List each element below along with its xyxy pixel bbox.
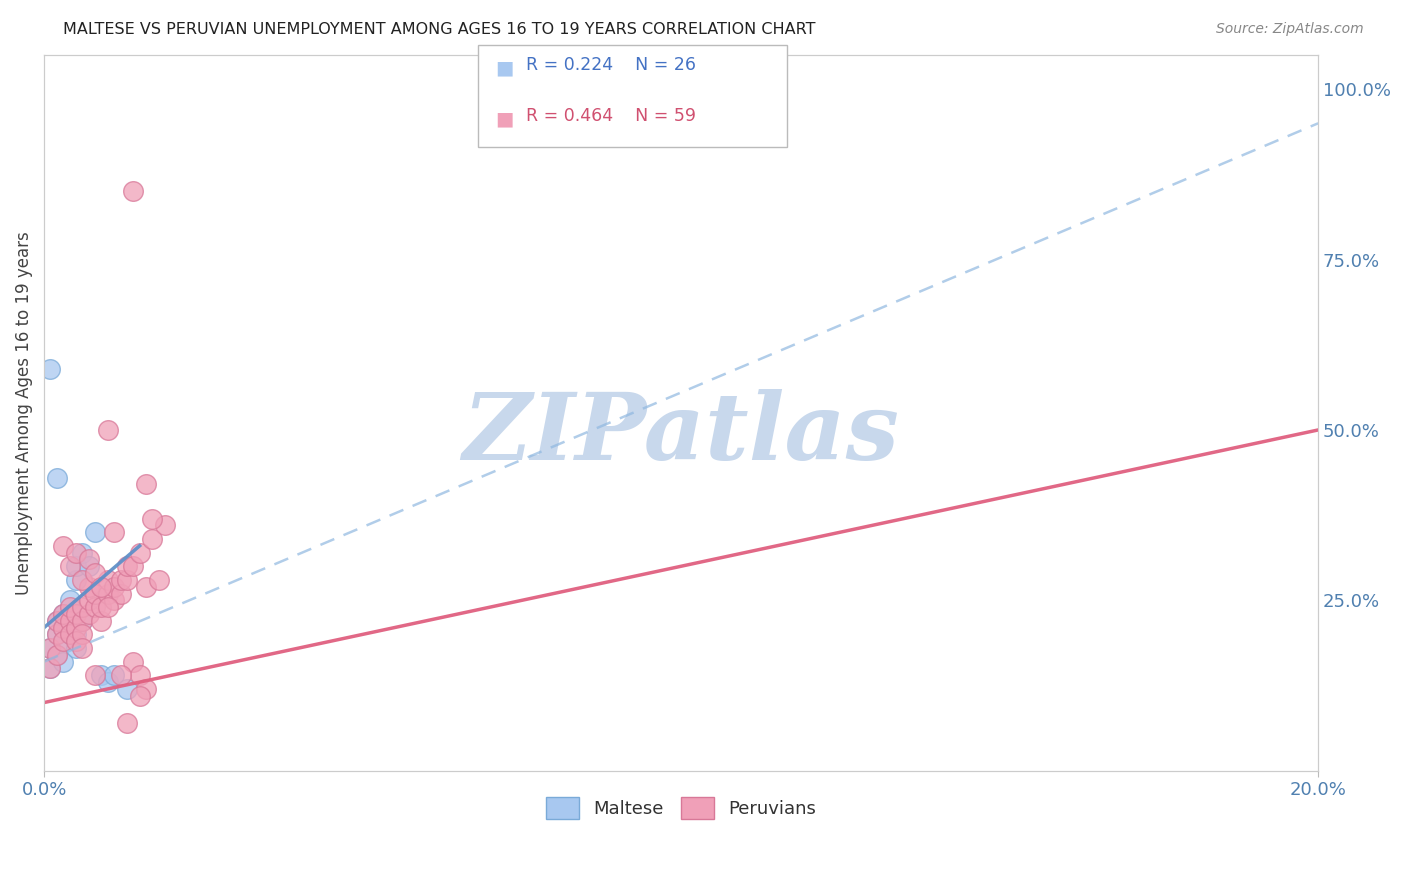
Point <box>58 614 80 628</box>
Point <box>52 621 75 635</box>
Text: ■: ■ <box>495 110 513 128</box>
Point <box>115 573 138 587</box>
Point <box>97 423 120 437</box>
Point <box>52 634 75 648</box>
Point <box>72 640 94 655</box>
Point <box>148 573 170 587</box>
Point <box>115 681 138 696</box>
Point <box>52 607 75 621</box>
Point <box>72 627 94 641</box>
Point <box>103 668 125 682</box>
Point <box>77 593 100 607</box>
Point <box>65 546 87 560</box>
Point <box>90 600 112 615</box>
Point <box>72 600 94 615</box>
Point <box>90 614 112 628</box>
Text: R = 0.464    N = 59: R = 0.464 N = 59 <box>526 108 696 126</box>
Point <box>110 586 132 600</box>
Text: MALTESE VS PERUVIAN UNEMPLOYMENT AMONG AGES 16 TO 19 YEARS CORRELATION CHART: MALTESE VS PERUVIAN UNEMPLOYMENT AMONG A… <box>63 22 815 37</box>
Point <box>52 539 75 553</box>
Point <box>39 361 62 376</box>
Point <box>90 668 112 682</box>
Point <box>135 580 157 594</box>
Point <box>84 668 107 682</box>
Point <box>45 470 67 484</box>
Point <box>58 600 80 615</box>
Point <box>72 546 94 560</box>
Point <box>58 559 80 574</box>
Point <box>52 621 75 635</box>
Point <box>110 573 132 587</box>
Point <box>65 607 87 621</box>
Point <box>45 627 67 641</box>
Point <box>84 600 107 615</box>
Point <box>77 552 100 566</box>
Point <box>77 580 100 594</box>
Point <box>39 661 62 675</box>
Point <box>39 640 62 655</box>
Point <box>65 634 87 648</box>
Point <box>128 546 150 560</box>
Point <box>115 559 138 574</box>
Point <box>135 681 157 696</box>
Point <box>65 640 87 655</box>
Text: R = 0.224    N = 26: R = 0.224 N = 26 <box>526 56 696 74</box>
Point <box>90 580 112 594</box>
Point <box>77 607 100 621</box>
Point <box>45 614 67 628</box>
Point <box>128 668 150 682</box>
Point <box>58 593 80 607</box>
Point <box>141 532 163 546</box>
Point <box>52 607 75 621</box>
Point <box>45 627 67 641</box>
Point <box>58 614 80 628</box>
Point <box>103 593 125 607</box>
Point <box>65 621 87 635</box>
Point <box>97 586 120 600</box>
Point <box>128 689 150 703</box>
Point <box>58 627 80 641</box>
Point <box>122 559 145 574</box>
Point <box>72 614 94 628</box>
Point <box>77 559 100 574</box>
Point <box>45 614 67 628</box>
Point <box>58 627 80 641</box>
Point <box>84 586 107 600</box>
Point <box>52 634 75 648</box>
Point <box>45 648 67 662</box>
Point <box>84 566 107 580</box>
Point <box>122 655 145 669</box>
Point <box>45 648 67 662</box>
Point <box>97 573 120 587</box>
Point <box>97 675 120 690</box>
Point <box>84 525 107 540</box>
Point <box>97 600 120 615</box>
Text: ■: ■ <box>495 58 513 77</box>
Point <box>141 511 163 525</box>
Point <box>72 614 94 628</box>
Y-axis label: Unemployment Among Ages 16 to 19 years: Unemployment Among Ages 16 to 19 years <box>15 231 32 595</box>
Point <box>110 668 132 682</box>
Point <box>65 559 87 574</box>
Point <box>65 573 87 587</box>
Text: Source: ZipAtlas.com: Source: ZipAtlas.com <box>1216 22 1364 37</box>
Point <box>103 580 125 594</box>
Point <box>135 477 157 491</box>
Point <box>65 627 87 641</box>
Point <box>153 518 176 533</box>
Point <box>52 655 75 669</box>
Point <box>103 525 125 540</box>
Legend: Maltese, Peruvians: Maltese, Peruvians <box>538 789 824 826</box>
Point <box>122 185 145 199</box>
Point <box>72 573 94 587</box>
Text: ZIPatlas: ZIPatlas <box>463 390 900 479</box>
Point <box>39 661 62 675</box>
Point <box>39 640 62 655</box>
Point <box>115 716 138 731</box>
